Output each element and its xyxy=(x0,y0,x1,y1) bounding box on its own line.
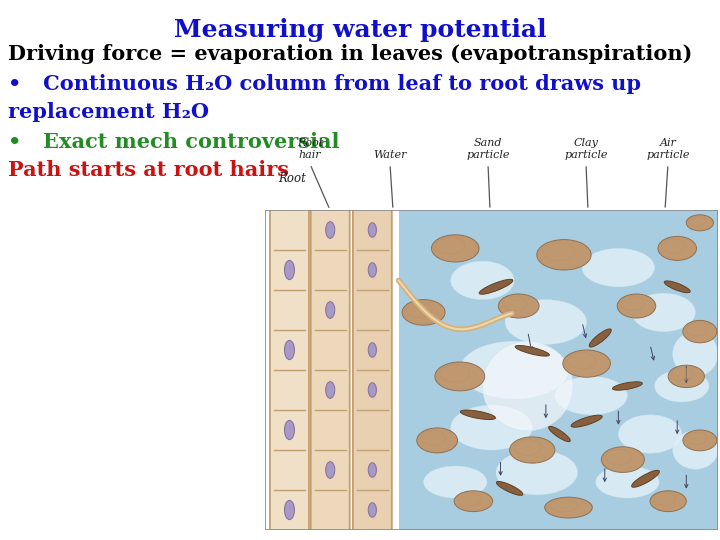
Ellipse shape xyxy=(496,482,523,495)
Ellipse shape xyxy=(668,365,704,388)
Ellipse shape xyxy=(662,239,685,253)
Ellipse shape xyxy=(436,238,465,254)
Ellipse shape xyxy=(516,346,549,356)
Ellipse shape xyxy=(440,365,469,382)
Ellipse shape xyxy=(601,447,644,472)
Ellipse shape xyxy=(537,240,591,270)
Ellipse shape xyxy=(686,322,706,336)
Ellipse shape xyxy=(689,217,706,226)
Ellipse shape xyxy=(549,500,578,512)
Ellipse shape xyxy=(284,340,294,360)
Ellipse shape xyxy=(423,466,487,498)
Ellipse shape xyxy=(672,431,718,469)
Ellipse shape xyxy=(420,430,445,445)
Ellipse shape xyxy=(571,415,602,427)
Ellipse shape xyxy=(431,235,479,262)
Ellipse shape xyxy=(325,382,335,399)
Ellipse shape xyxy=(555,376,627,415)
Ellipse shape xyxy=(369,343,377,357)
Ellipse shape xyxy=(454,491,492,511)
Text: Measuring water potential: Measuring water potential xyxy=(174,18,546,42)
Text: •   Continuous H₂O column from leaf to root draws up: • Continuous H₂O column from leaf to roo… xyxy=(8,74,641,94)
Ellipse shape xyxy=(631,470,660,487)
Ellipse shape xyxy=(369,223,377,237)
FancyBboxPatch shape xyxy=(311,209,350,531)
Ellipse shape xyxy=(325,222,335,238)
Ellipse shape xyxy=(284,421,294,440)
Ellipse shape xyxy=(672,367,693,381)
FancyBboxPatch shape xyxy=(270,209,309,531)
Ellipse shape xyxy=(369,383,377,397)
Ellipse shape xyxy=(567,353,596,369)
Ellipse shape xyxy=(654,493,675,505)
Text: Clay
particle: Clay particle xyxy=(564,138,608,160)
Text: Driving force = evaporation in leaves (evapotranspiration): Driving force = evaporation in leaves (e… xyxy=(8,44,693,64)
Ellipse shape xyxy=(606,449,631,465)
Text: Water: Water xyxy=(373,150,407,160)
Ellipse shape xyxy=(451,405,532,450)
Ellipse shape xyxy=(658,237,696,260)
Ellipse shape xyxy=(672,332,718,376)
Text: •   Exact mech controversial: • Exact mech controversial xyxy=(8,132,340,152)
FancyBboxPatch shape xyxy=(353,209,392,531)
Ellipse shape xyxy=(665,281,690,293)
Ellipse shape xyxy=(650,491,686,511)
Ellipse shape xyxy=(589,329,611,347)
Ellipse shape xyxy=(325,302,335,318)
Ellipse shape xyxy=(542,242,575,261)
Ellipse shape xyxy=(654,370,709,402)
Ellipse shape xyxy=(417,428,457,453)
Ellipse shape xyxy=(482,341,573,431)
Ellipse shape xyxy=(406,302,432,318)
Ellipse shape xyxy=(683,430,717,451)
Text: Air
particle: Air particle xyxy=(647,138,690,160)
Ellipse shape xyxy=(460,341,569,399)
Ellipse shape xyxy=(325,462,335,478)
Ellipse shape xyxy=(480,279,513,294)
Ellipse shape xyxy=(505,300,587,345)
Ellipse shape xyxy=(498,294,539,318)
Ellipse shape xyxy=(617,294,656,318)
Text: Root
hair: Root hair xyxy=(297,138,323,160)
Ellipse shape xyxy=(621,296,644,311)
Text: Sand
particle: Sand particle xyxy=(467,138,510,160)
Ellipse shape xyxy=(503,296,527,311)
Text: Path starts at root hairs: Path starts at root hairs xyxy=(8,160,289,180)
Ellipse shape xyxy=(369,263,377,277)
Ellipse shape xyxy=(632,293,696,332)
Ellipse shape xyxy=(402,300,445,325)
Ellipse shape xyxy=(496,450,577,495)
Ellipse shape xyxy=(510,437,555,463)
Ellipse shape xyxy=(514,440,541,455)
Ellipse shape xyxy=(686,432,706,444)
Ellipse shape xyxy=(613,382,642,390)
Ellipse shape xyxy=(458,493,481,505)
Ellipse shape xyxy=(563,350,611,377)
Ellipse shape xyxy=(460,410,495,420)
Bar xyxy=(399,210,718,530)
Ellipse shape xyxy=(549,427,570,442)
Ellipse shape xyxy=(284,260,294,280)
Ellipse shape xyxy=(435,362,485,391)
Ellipse shape xyxy=(683,320,717,343)
Ellipse shape xyxy=(284,501,294,519)
Ellipse shape xyxy=(686,215,714,231)
Ellipse shape xyxy=(369,463,377,477)
Ellipse shape xyxy=(369,503,377,517)
Ellipse shape xyxy=(582,248,654,287)
Ellipse shape xyxy=(545,497,593,518)
Ellipse shape xyxy=(618,415,682,453)
Ellipse shape xyxy=(595,466,659,498)
Ellipse shape xyxy=(451,261,514,300)
Text: replacement H₂O: replacement H₂O xyxy=(8,102,209,122)
Text: Root: Root xyxy=(278,172,306,185)
